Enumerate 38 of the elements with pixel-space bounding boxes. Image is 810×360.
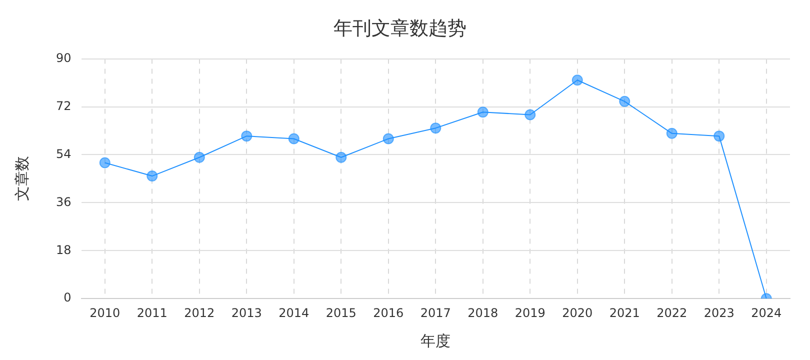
- chart-title: 年刊文章数趋势: [334, 17, 466, 40]
- point: [666, 128, 678, 139]
- x-tick-label: 2013: [231, 306, 262, 320]
- point: [146, 170, 158, 182]
- point: [524, 109, 536, 120]
- x-tick-label: 2014: [278, 306, 310, 320]
- point: [619, 96, 630, 107]
- y-tick-label: 72: [56, 98, 72, 113]
- x-tick-label: 2010: [90, 306, 120, 320]
- x-tick-label: 2022: [656, 306, 688, 320]
- x-tick-label: 2017: [420, 306, 451, 320]
- point: [572, 74, 583, 86]
- x-tick-label: 2024: [751, 306, 782, 320]
- y-tick-label: 90: [56, 50, 72, 65]
- x-tick-label: 2021: [609, 306, 640, 320]
- x-tick-label: 2019: [514, 306, 546, 320]
- y-tick-label: 54: [56, 146, 72, 161]
- x-tick-label: 2018: [468, 306, 498, 320]
- y-axis-title: 文章数: [12, 156, 31, 202]
- x-tick-label: 2016: [373, 306, 404, 320]
- point: [241, 130, 252, 142]
- point: [336, 152, 347, 163]
- x-tick-label: 2012: [184, 306, 215, 320]
- x-tick-label: 2011: [136, 306, 168, 320]
- x-tick-label: 2015: [326, 306, 356, 320]
- y-tick-label: 0: [64, 290, 72, 305]
- point: [99, 157, 110, 168]
- y-tick-label: 36: [56, 194, 72, 209]
- y-tick-label: 18: [56, 242, 72, 257]
- point: [194, 152, 205, 163]
- point: [714, 130, 725, 142]
- x-tick-label: 2023: [704, 306, 734, 320]
- x-axis-title: 年度: [420, 332, 451, 350]
- point: [382, 133, 394, 144]
- point: [477, 106, 488, 118]
- point: [288, 133, 300, 144]
- x-tick-label: 2020: [562, 306, 593, 320]
- point: [430, 122, 442, 134]
